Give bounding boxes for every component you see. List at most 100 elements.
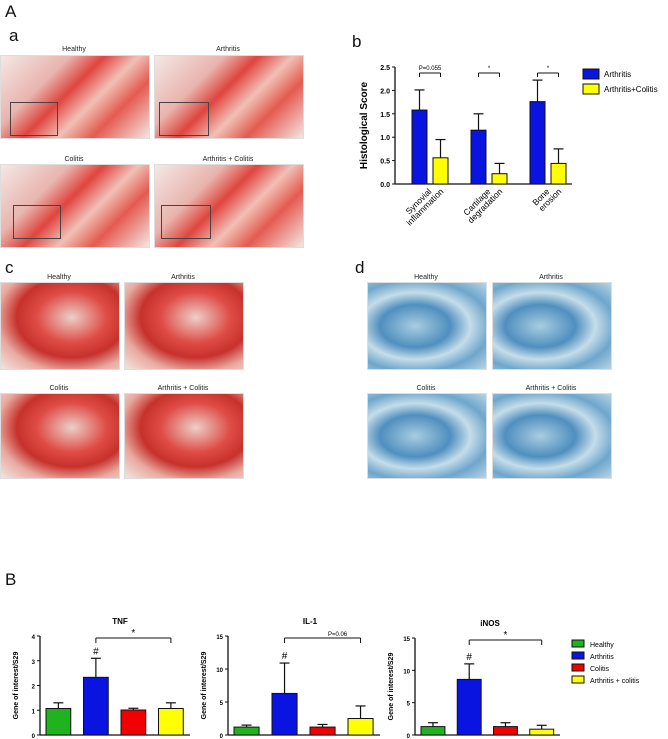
bar xyxy=(83,676,109,736)
legend-swatch xyxy=(571,639,585,648)
y-tick-label: 0.5 xyxy=(380,159,390,166)
y-axis-title: Histological Score xyxy=(359,81,370,169)
region-box xyxy=(161,205,211,239)
y-tick-label: 0 xyxy=(32,734,36,739)
bar xyxy=(158,708,184,736)
panel-label-B: B xyxy=(5,570,17,589)
y-tick-label: 10 xyxy=(403,669,410,675)
y-tick-label: 15 xyxy=(216,635,223,641)
y-tick-label: 3 xyxy=(32,660,36,666)
legend-swatch xyxy=(571,663,585,672)
caption-arthritis-colitis: Arthritis + Colitis xyxy=(202,156,254,163)
caption-healthy: Healthy xyxy=(62,46,86,53)
region-box xyxy=(13,205,61,239)
panel-label-a: a xyxy=(9,26,19,45)
y-tick-label: 1.0 xyxy=(380,135,390,142)
legend-swatch xyxy=(571,675,585,684)
bracket-label: * xyxy=(131,628,135,639)
y-tick-label: 2.5 xyxy=(380,65,390,72)
bar xyxy=(271,692,298,736)
y-tick-label: 5 xyxy=(407,702,411,708)
caption-arthritis: Arthritis xyxy=(171,274,195,281)
bar xyxy=(491,173,508,185)
y-tick-label: 2.0 xyxy=(380,88,390,95)
significance-marker: # xyxy=(466,652,472,663)
caption-arthritis: Arthritis xyxy=(216,46,240,53)
significance-marker: # xyxy=(93,646,99,657)
legend-label: Arthritis xyxy=(604,70,631,79)
chart-title: TNF xyxy=(112,617,128,626)
significance-label: * xyxy=(547,66,550,72)
caption-colitis: Colitis xyxy=(416,385,436,392)
y-tick-label: 0.0 xyxy=(380,182,390,189)
bracket-label: * xyxy=(504,630,508,641)
y-tick-label: 1 xyxy=(32,709,36,715)
toluidine-image-arthritis xyxy=(492,282,612,370)
y-tick-label: 5 xyxy=(220,701,224,707)
region-box xyxy=(159,102,209,136)
bar xyxy=(493,726,518,736)
chart-title: IL-1 xyxy=(303,617,318,626)
bar xyxy=(432,157,449,185)
panel-label-b: b xyxy=(352,32,362,51)
panel-label-d: d xyxy=(355,258,365,277)
y-tick-label: 2 xyxy=(32,685,36,691)
bar xyxy=(233,726,260,736)
region-box xyxy=(10,102,58,136)
y-tick-label: 0 xyxy=(220,734,224,739)
legend-swatch xyxy=(571,651,585,660)
legend-label: Arthritis + colitis xyxy=(590,678,640,685)
y-axis-title: Gene of interest/S29 xyxy=(13,652,20,720)
bar xyxy=(411,109,428,185)
bar xyxy=(550,162,567,185)
caption-arthritis-colitis: Arthritis + Colitis xyxy=(525,385,577,392)
y-tick-label: 10 xyxy=(216,668,223,674)
significance-marker: # xyxy=(282,651,288,662)
y-axis-title: Gene of interest/S29 xyxy=(388,653,395,721)
y-tick-label: 4 xyxy=(32,635,36,641)
bar xyxy=(45,708,72,736)
caption-healthy: Healthy xyxy=(414,274,438,281)
bracket-label: P=0.06 xyxy=(328,632,348,638)
magnified-image-colitis xyxy=(0,393,120,479)
magnified-image-arthritis-colitis xyxy=(124,393,244,479)
toluidine-image-healthy xyxy=(367,282,487,370)
legend-swatch xyxy=(582,83,600,95)
panel-label-c: c xyxy=(5,258,14,277)
bar xyxy=(347,718,374,736)
legend-label: Arthritis+Colitis xyxy=(604,85,658,94)
legend-swatch xyxy=(582,68,600,80)
bar xyxy=(309,726,336,736)
magnified-image-arthritis xyxy=(124,282,244,370)
legend-label: Colitis xyxy=(590,666,610,673)
bar xyxy=(529,728,555,736)
bar xyxy=(420,726,446,736)
bar xyxy=(470,129,487,185)
histology-image-healthy xyxy=(0,55,150,139)
caption-colitis: Colitis xyxy=(64,156,84,163)
bar xyxy=(120,709,147,736)
y-tick-label: 15 xyxy=(403,637,410,643)
bar xyxy=(456,678,482,736)
chart-title: iNOS xyxy=(480,619,500,628)
histology-image-colitis xyxy=(0,164,150,248)
histology-image-arthritis-colitis xyxy=(154,164,304,248)
y-axis-title: Gene of interest/S29 xyxy=(201,652,208,720)
histology-image-arthritis xyxy=(154,55,304,139)
significance-label: * xyxy=(488,66,491,72)
caption-colitis: Colitis xyxy=(49,385,69,392)
caption-healthy: Healthy xyxy=(47,274,71,281)
caption-arthritis-colitis: Arthritis + Colitis xyxy=(157,385,209,392)
legend-label: Healthy xyxy=(590,642,614,649)
caption-arthritis: Arthritis xyxy=(539,274,563,281)
bar xyxy=(529,101,546,185)
y-tick-label: 1.5 xyxy=(380,112,390,119)
toluidine-image-colitis xyxy=(367,393,487,479)
toluidine-image-arthritis-colitis xyxy=(492,393,612,479)
significance-label: P=0.055 xyxy=(419,66,442,72)
legend-label: Arthritis xyxy=(590,654,614,661)
magnified-image-healthy xyxy=(0,282,120,370)
panel-label-A: A xyxy=(5,2,17,21)
